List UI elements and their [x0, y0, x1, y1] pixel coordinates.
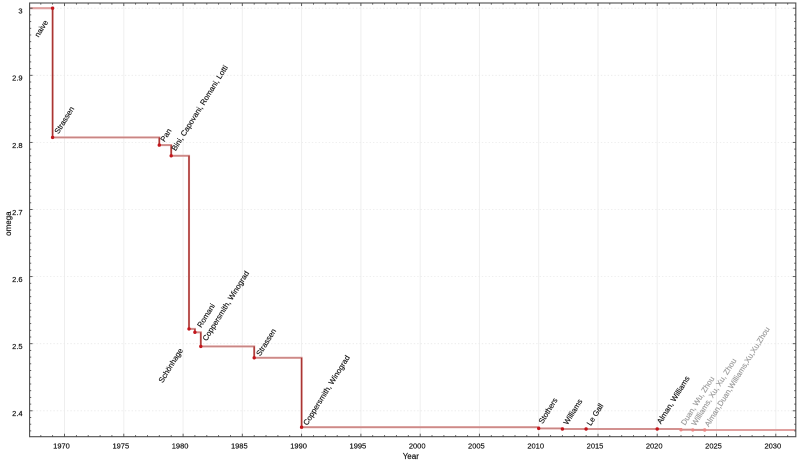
svg-text:2.6: 2.6: [12, 275, 22, 284]
svg-text:2.5: 2.5: [12, 342, 22, 351]
svg-text:omega: omega: [4, 211, 13, 236]
svg-text:2.8: 2.8: [12, 141, 22, 150]
svg-text:Year: Year: [403, 452, 420, 460]
svg-text:2.9: 2.9: [12, 74, 22, 83]
svg-text:2020: 2020: [646, 442, 663, 451]
svg-text:2030: 2030: [764, 442, 781, 451]
svg-text:2000: 2000: [409, 442, 426, 451]
svg-text:2025: 2025: [705, 442, 722, 451]
svg-text:1990: 1990: [290, 442, 307, 451]
svg-text:1975: 1975: [112, 442, 129, 451]
svg-text:2015: 2015: [587, 442, 604, 451]
svg-text:2.7: 2.7: [12, 208, 22, 217]
svg-text:1970: 1970: [53, 442, 70, 451]
svg-text:1995: 1995: [350, 442, 367, 451]
svg-text:3: 3: [18, 7, 22, 16]
svg-text:2010: 2010: [527, 442, 544, 451]
svg-text:1985: 1985: [231, 442, 248, 451]
svg-text:1980: 1980: [172, 442, 189, 451]
svg-text:2.4: 2.4: [12, 409, 22, 418]
svg-text:2005: 2005: [468, 442, 485, 451]
